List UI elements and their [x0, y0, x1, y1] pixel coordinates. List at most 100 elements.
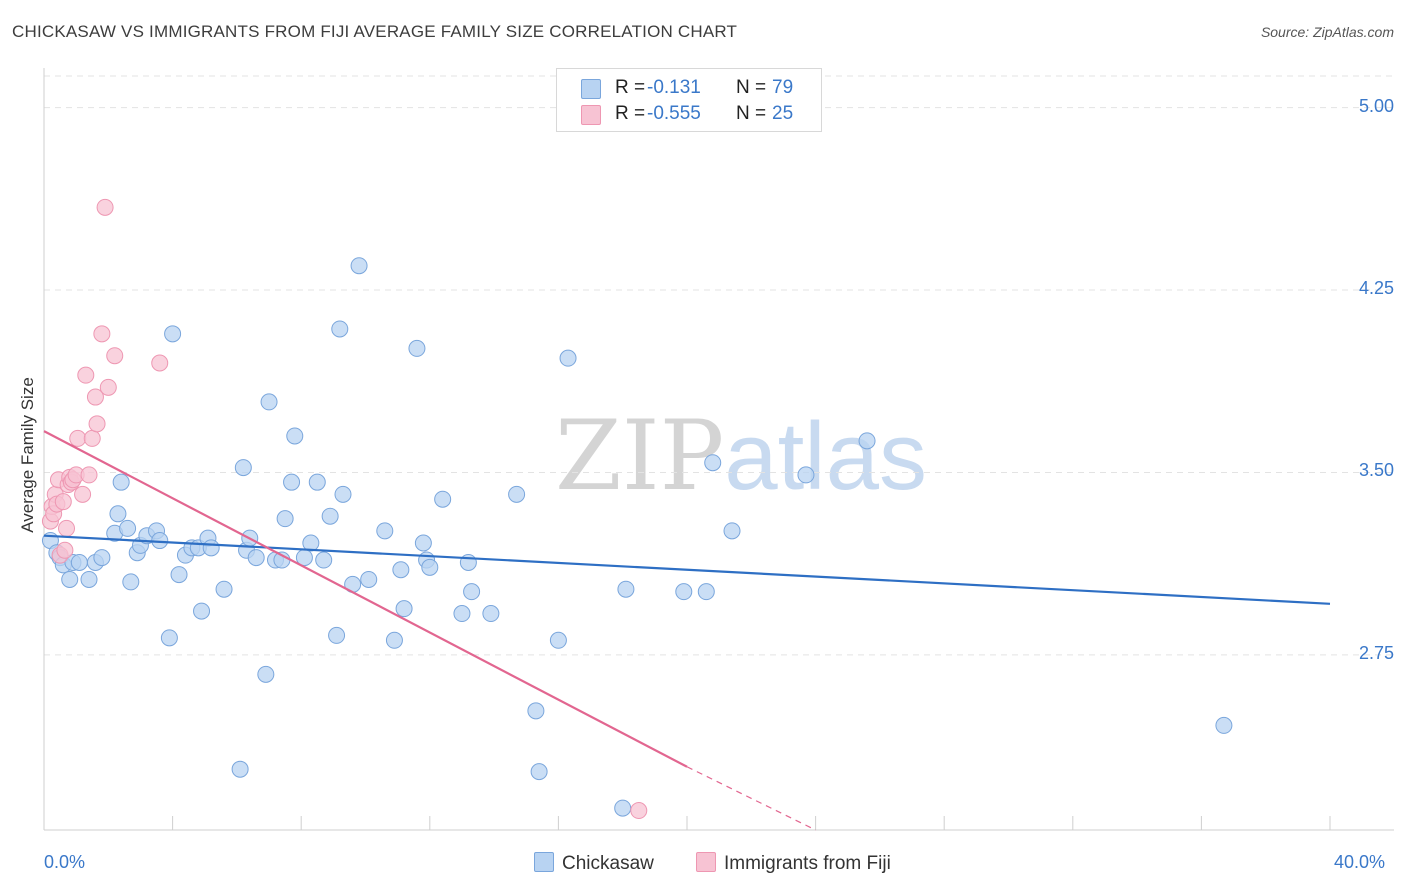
chickasaw-point	[160, 629, 178, 647]
chickasaw-point	[119, 519, 137, 537]
watermark: ZIPatlas	[555, 400, 927, 512]
bottom-legend-swatch-fiji	[696, 852, 716, 872]
fiji-point	[69, 429, 87, 447]
chickasaw-point	[215, 580, 233, 598]
bottom-legend-label-fiji: Immigrants from Fiji	[724, 853, 891, 874]
chickasaw-point	[122, 573, 140, 591]
x-tick-label-min: 0.0%	[44, 852, 86, 872]
chickasaw-point	[463, 583, 481, 601]
correlation-legend: R = -0.131 N = 79 R = -0.555 N = 25	[556, 68, 822, 132]
legend-n-label: N =	[736, 103, 767, 124]
bottom-legend-swatch-chickasaw	[534, 852, 554, 872]
legend-r-label: R =	[615, 103, 646, 124]
chickasaw-point	[234, 459, 252, 477]
chickasaw-point	[376, 522, 394, 540]
fiji-point	[151, 354, 169, 372]
chickasaw-point	[109, 505, 127, 523]
source-label: Source: ZipAtlas.com	[1260, 24, 1394, 40]
chickasaw-point	[93, 549, 111, 567]
chickasaw-point	[231, 760, 249, 778]
chickasaw-point	[530, 763, 548, 781]
chickasaw-point	[723, 522, 741, 540]
watermark-atlas: atlas	[724, 403, 927, 510]
fiji-point	[54, 493, 72, 511]
chickasaw-point	[308, 473, 326, 491]
chickasaw-point	[302, 534, 320, 552]
legend-swatch-chickasaw	[581, 79, 601, 99]
chickasaw-point	[334, 485, 352, 503]
chickasaw-point	[257, 665, 275, 683]
chickasaw-point	[164, 325, 182, 343]
legend-n-label: N =	[736, 77, 767, 98]
fiji-trend-line	[43, 430, 688, 768]
chickasaw-point	[614, 799, 632, 817]
fiji-point	[80, 466, 98, 484]
chickasaw-point	[453, 605, 471, 623]
chickasaw-point	[414, 534, 432, 552]
fiji-point	[88, 415, 106, 433]
chickasaw-point	[395, 600, 413, 618]
legend-r-label: R =	[615, 77, 646, 98]
chickasaw-point	[321, 507, 339, 525]
fiji-point	[86, 388, 104, 406]
fiji-point	[630, 802, 648, 820]
legend-n-value: 79	[772, 77, 794, 98]
chickasaw-point	[202, 539, 220, 557]
fiji-point	[93, 325, 111, 343]
chickasaw-point	[315, 551, 333, 569]
chickasaw-point	[385, 631, 403, 649]
fiji-point	[58, 519, 76, 537]
x-tick-label-max: 40.0%	[1334, 852, 1386, 872]
chickasaw-point	[675, 583, 693, 601]
chickasaw-point	[408, 339, 426, 357]
chickasaw-point	[508, 485, 526, 503]
chickasaw-point	[70, 553, 88, 571]
chickasaw-point	[549, 631, 567, 649]
chickasaw-point	[350, 257, 368, 275]
chickasaw-point	[797, 466, 815, 484]
y-tick-label: 5.00	[1358, 95, 1394, 116]
chickasaw-point	[276, 510, 294, 528]
fiji-trend-extension	[686, 766, 816, 831]
legend-r-value: -0.555	[647, 103, 701, 124]
chickasaw-point	[392, 561, 410, 579]
fiji-point	[83, 429, 101, 447]
chickasaw-point	[328, 626, 346, 644]
chart-title: CHICKASAW VS IMMIGRANTS FROM FIJI AVERAG…	[12, 22, 738, 41]
bottom-legend-chickasaw: Chickasaw	[534, 852, 654, 875]
chickasaw-point	[170, 566, 188, 584]
legend-r-value: -0.131	[647, 77, 701, 98]
y-axis-label: Average Family Size	[18, 377, 37, 533]
chickasaw-point	[61, 570, 79, 588]
chickasaw-point	[482, 605, 500, 623]
watermark-zip: ZIP	[555, 400, 725, 512]
chickasaw-point	[421, 558, 439, 576]
chickasaw-point	[80, 570, 98, 588]
y-tick-label: 3.50	[1358, 460, 1394, 481]
chickasaw-point	[858, 432, 876, 450]
chickasaw-point	[247, 549, 265, 567]
chickasaw-point	[697, 583, 715, 601]
fiji-point	[99, 378, 117, 396]
fiji-point	[96, 198, 114, 216]
bottom-legend-label-chickasaw: Chickasaw	[562, 853, 654, 874]
chickasaw-point	[331, 320, 349, 338]
bottom-legend-fiji: Immigrants from Fiji	[696, 852, 891, 875]
chickasaw-point	[434, 490, 452, 508]
legend-n-value: 25	[772, 103, 794, 124]
chickasaw-point	[559, 349, 577, 367]
chickasaw-point	[617, 580, 635, 598]
chickasaw-point	[360, 570, 378, 588]
chickasaw-point	[193, 602, 211, 620]
chickasaw-point	[286, 427, 304, 445]
chickasaw-point	[112, 473, 130, 491]
fiji-point	[106, 347, 124, 365]
fiji-point	[56, 541, 74, 559]
chickasaw-point	[1215, 716, 1233, 734]
legend-swatch-fiji	[581, 105, 601, 125]
chickasaw-point	[704, 454, 722, 472]
fiji-point	[77, 366, 95, 384]
y-tick-label: 2.75	[1358, 642, 1394, 663]
chickasaw-point	[527, 702, 545, 720]
